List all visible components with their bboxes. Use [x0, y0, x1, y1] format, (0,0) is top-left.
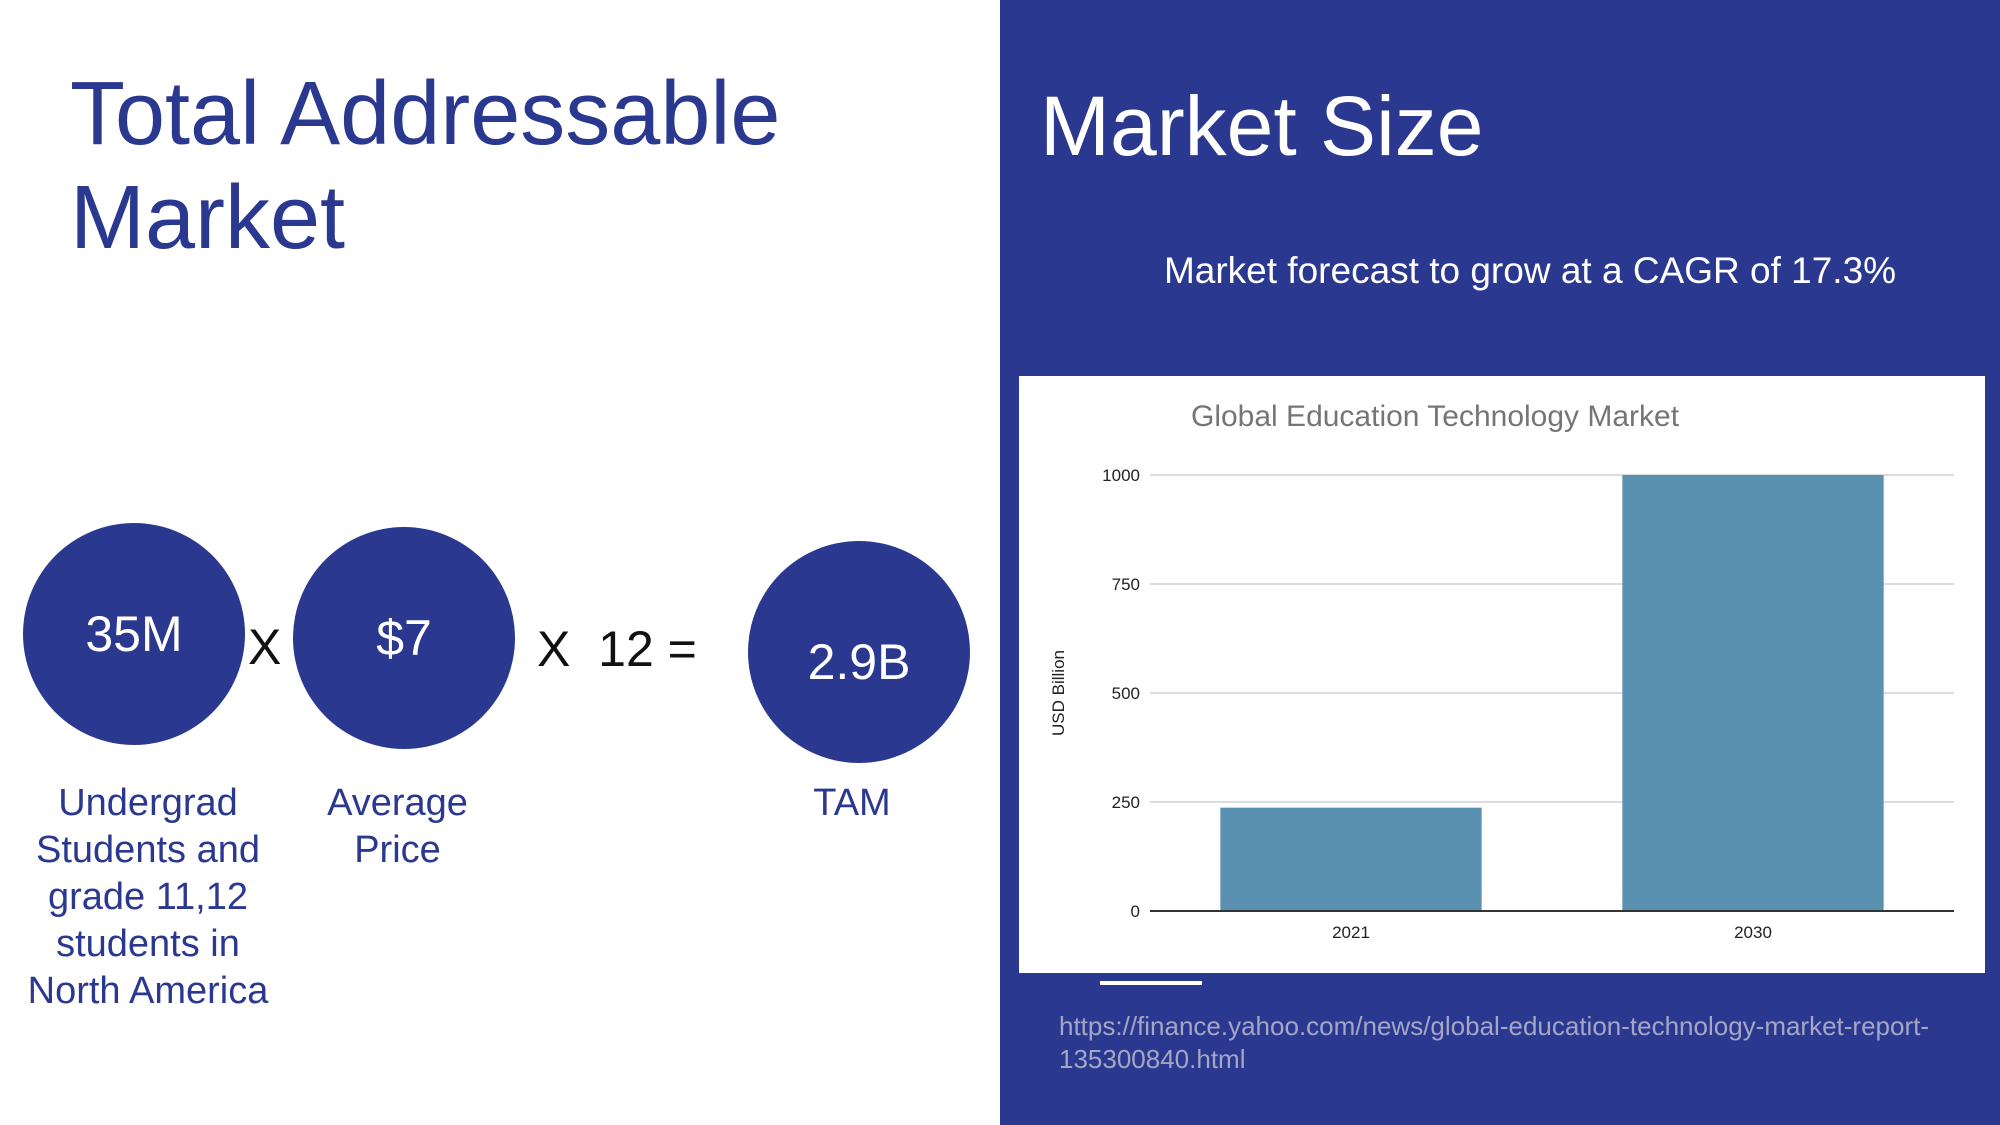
multiply-operator: X [248, 619, 282, 675]
bar-chart: Global Education Technology Market 0 250 50… [1049, 400, 1954, 942]
tam-caption: TAM [752, 780, 952, 827]
caption-line: Price [354, 829, 441, 871]
price-circle: $7 [293, 527, 515, 749]
chart-card: Global Education Technology Market 0 250 50… [1019, 376, 1985, 973]
caption-line: Undergrad [58, 782, 238, 824]
caption-line: Average [327, 782, 468, 824]
y-tick-label: 250 [1112, 793, 1140, 812]
caption-line: students in [56, 923, 240, 965]
students-circle: 35M [23, 523, 245, 745]
price-caption: Average Price [280, 780, 515, 874]
divider-line [1100, 981, 1202, 985]
chart-title: Global Education Technology Market [1191, 400, 1680, 433]
y-tick-label: 0 [1131, 902, 1140, 921]
tam-circle: 2.9B [748, 541, 970, 763]
x-tick-label: 2030 [1734, 923, 1772, 942]
y-tick-label: 1000 [1102, 466, 1140, 485]
multiply-months-equals: X 12 = [537, 621, 697, 677]
caption-line: grade 11,12 [47, 876, 249, 918]
y-axis-label: USD Billion [1049, 650, 1068, 736]
tam-value: 2.9B [807, 634, 911, 690]
caption-line: Students and [36, 829, 260, 871]
caption-line: TAM [813, 782, 891, 824]
bar-2021 [1220, 807, 1482, 911]
cagr-subtitle: Market forecast to grow at a CAGR of 17.… [1163, 250, 1897, 291]
y-tick-label: 500 [1112, 684, 1140, 703]
tam-title: Total Addressable Market [70, 64, 781, 268]
x-tick-label: 2021 [1332, 923, 1370, 942]
market-size-title: Market Size [1040, 79, 1484, 173]
students-caption: Undergrad Students and grade 11,12 stude… [8, 780, 288, 1015]
price-value: $7 [376, 610, 432, 666]
source-link[interactable]: https://finance.yahoo.com/news/global-ed… [1059, 1011, 1930, 1074]
y-tick-label: 750 [1112, 575, 1140, 594]
students-value: 35M [85, 606, 183, 662]
bar-2030 [1622, 475, 1884, 911]
caption-line: North America [27, 970, 269, 1012]
